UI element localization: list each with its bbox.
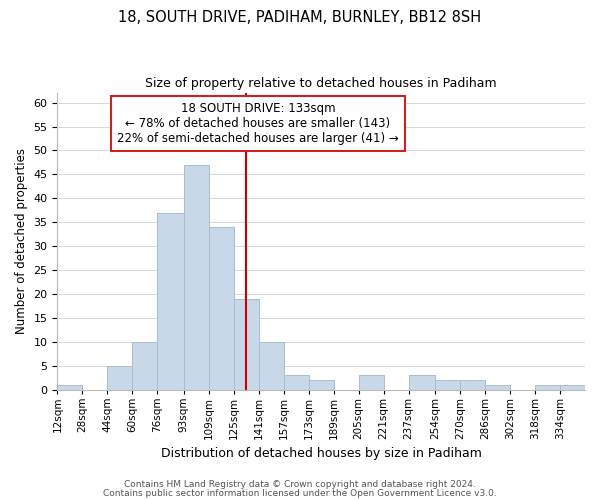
Bar	[58, 385, 82, 390]
Bar	[133, 342, 157, 390]
Bar	[209, 227, 234, 390]
Bar	[560, 385, 585, 390]
Title: Size of property relative to detached houses in Padiham: Size of property relative to detached ho…	[145, 78, 497, 90]
X-axis label: Distribution of detached houses by size in Padiham: Distribution of detached houses by size …	[161, 447, 482, 460]
Text: Contains public sector information licensed under the Open Government Licence v3: Contains public sector information licen…	[103, 488, 497, 498]
Bar	[309, 380, 334, 390]
Bar	[107, 366, 133, 390]
Bar	[535, 385, 560, 390]
Y-axis label: Number of detached properties: Number of detached properties	[15, 148, 28, 334]
Bar	[485, 385, 510, 390]
Bar	[435, 380, 460, 390]
Bar	[184, 165, 209, 390]
Bar	[460, 380, 485, 390]
Text: 18, SOUTH DRIVE, PADIHAM, BURNLEY, BB12 8SH: 18, SOUTH DRIVE, PADIHAM, BURNLEY, BB12 …	[118, 10, 482, 25]
Bar	[157, 212, 184, 390]
Bar	[359, 375, 383, 390]
Bar	[284, 375, 309, 390]
Bar	[259, 342, 284, 390]
Text: 18 SOUTH DRIVE: 133sqm
← 78% of detached houses are smaller (143)
22% of semi-de: 18 SOUTH DRIVE: 133sqm ← 78% of detached…	[117, 102, 399, 145]
Text: Contains HM Land Registry data © Crown copyright and database right 2024.: Contains HM Land Registry data © Crown c…	[124, 480, 476, 489]
Bar	[234, 298, 259, 390]
Bar	[409, 375, 435, 390]
